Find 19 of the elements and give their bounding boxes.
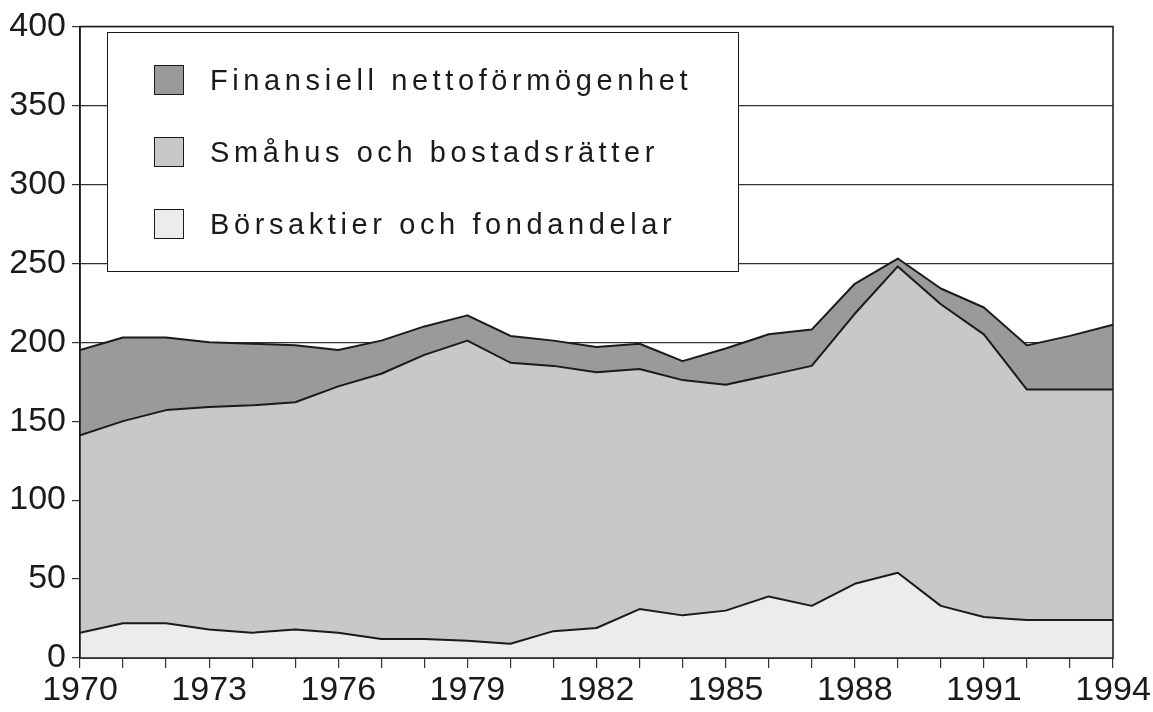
y-tick-label: 50	[28, 557, 66, 596]
legend-label: Småhus och bostadsrätter	[210, 135, 659, 169]
y-tick-label: 100	[9, 478, 66, 517]
y-tick-label: 200	[9, 320, 66, 359]
y-tick-label: 150	[9, 399, 66, 438]
x-tick-label: 1982	[558, 668, 635, 707]
legend-label: Finansiell nettoförmögenhet	[210, 63, 693, 97]
y-tick-label: 400	[9, 4, 66, 43]
x-tick-label: 1988	[816, 668, 893, 707]
x-tick-label: 1979	[429, 668, 506, 707]
x-tick-label: 1973	[171, 668, 247, 707]
y-tick-label: 350	[9, 83, 66, 122]
y-tick-label: 250	[9, 241, 66, 280]
x-tick-label: 1976	[300, 668, 377, 707]
x-tick-label: 1994	[1075, 668, 1151, 707]
x-tick-label: 1991	[946, 668, 1022, 707]
x-tick-label: 1985	[687, 668, 764, 707]
y-tick-label: 300	[9, 162, 66, 201]
legend-label: Börsaktier och fondandelar	[210, 207, 677, 241]
